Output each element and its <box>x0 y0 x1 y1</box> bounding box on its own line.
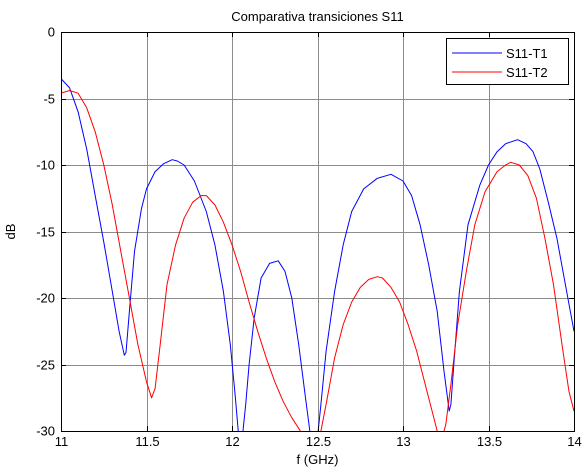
y-tick-label: -20 <box>36 291 55 306</box>
x-tick-label: 13.5 <box>477 434 502 449</box>
x-tick-label: 12.5 <box>306 434 331 449</box>
x-tick-label: 12 <box>225 434 239 449</box>
x-axis-ticks: 11 11.5 12 12.5 13 13.5 14 <box>55 32 582 449</box>
y-tick-label: -5 <box>43 92 55 107</box>
chart-title: Comparativa transiciones S11 <box>231 9 403 24</box>
x-tick-label: 11.5 <box>135 434 159 449</box>
y-tick-label: 0 <box>48 25 55 40</box>
legend-box <box>446 38 569 85</box>
series-line-s11-t1 <box>61 78 574 431</box>
series-line-s11-t2 <box>61 90 574 431</box>
x-tick-label: 14 <box>567 434 581 449</box>
x-axis-label: f (GHz) <box>297 452 339 467</box>
legend-label: S11-T1 <box>506 46 548 61</box>
y-axis-ticks: -30 -25 -20 -15 -10 -5 0 <box>36 25 574 439</box>
x-tick-label: 13 <box>396 434 410 449</box>
x-tick-label: 11 <box>55 434 69 449</box>
y-tick-label: -15 <box>36 225 55 240</box>
y-tick-label: -30 <box>36 424 55 439</box>
legend-label: S11-T2 <box>506 65 548 80</box>
plot-area <box>61 32 574 431</box>
legend: S11-T1 S11-T2 <box>446 38 569 85</box>
y-tick-label: -25 <box>36 358 55 373</box>
y-tick-label: -10 <box>36 158 55 173</box>
series-layer <box>61 78 574 431</box>
y-axis-label: dB <box>3 224 18 240</box>
